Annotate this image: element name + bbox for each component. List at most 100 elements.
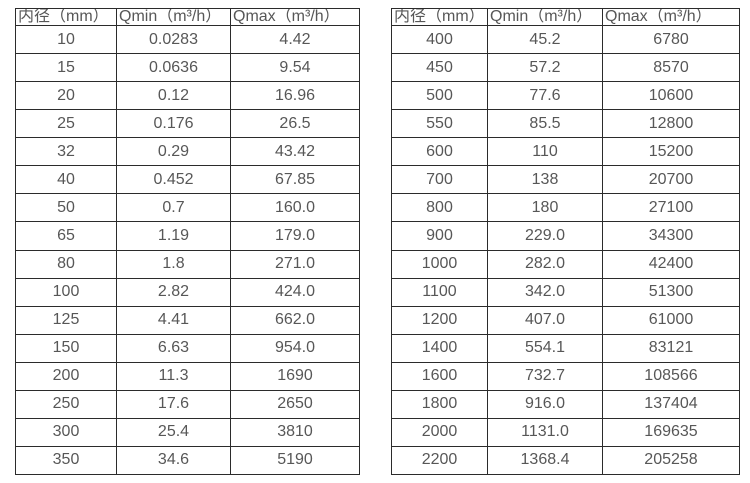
table-row: 300 25.4 3810 xyxy=(15,417,360,447)
flow-rate-tables-container: 内径（mm） Qmin（m³/h） Qmax（m³/h） 10 0.0283 4.42 1… xyxy=(15,8,740,476)
header-cell: Qmax（m³/h） xyxy=(230,8,360,26)
table-cell: 50 xyxy=(15,193,117,223)
table-row: 550 85.5 12800 xyxy=(391,109,740,139)
table-row: 250 17.6 2650 xyxy=(15,389,360,419)
table-cell: 10 xyxy=(15,24,117,55)
table-cell: 100 xyxy=(15,277,117,307)
table-cell: 350 xyxy=(15,445,117,476)
table-cell: 32 xyxy=(15,137,117,167)
header-row: 内径（mm） Qmin（m³/h） Qmax（m³/h） xyxy=(391,8,740,26)
table-cell: 1.8 xyxy=(116,249,231,279)
table-cell: 125 xyxy=(15,305,117,335)
table-cell: 1400 xyxy=(391,333,488,363)
table-cell: 0.12 xyxy=(116,81,231,111)
table-row: 1800 916.0 137404 xyxy=(391,389,740,419)
table-cell: 0.176 xyxy=(116,109,231,139)
table-cell: 1368.4 xyxy=(487,445,603,476)
table-row: 1200 407.0 61000 xyxy=(391,305,740,335)
table-cell: 180 xyxy=(487,193,603,223)
table-cell: 1600 xyxy=(391,361,488,391)
table-row: 10 0.0283 4.42 xyxy=(15,24,360,55)
header-cell: 内径（mm） xyxy=(15,8,117,26)
table-cell: 57.2 xyxy=(487,53,603,83)
table-cell: 229.0 xyxy=(487,221,603,251)
table-row: 15 0.0636 9.54 xyxy=(15,53,360,83)
table-cell: 34300 xyxy=(602,221,740,251)
table-cell: 0.0283 xyxy=(116,24,231,55)
table-cell: 17.6 xyxy=(116,389,231,419)
table-cell: 450 xyxy=(391,53,488,83)
table-cell: 500 xyxy=(391,81,488,111)
table-row: 1400 554.1 83121 xyxy=(391,333,740,363)
table-row: 600 110 15200 xyxy=(391,137,740,167)
header-cell: Qmax（m³/h） xyxy=(602,8,740,26)
table-row: 900 229.0 34300 xyxy=(391,221,740,251)
table-cell: 15200 xyxy=(602,137,740,167)
table-cell: 4.42 xyxy=(230,24,360,55)
header-cell: Qmin（m³/h） xyxy=(116,8,231,26)
table-cell: 954.0 xyxy=(230,333,360,363)
table-cell: 1000 xyxy=(391,249,488,279)
table-cell: 61000 xyxy=(602,305,740,335)
table-cell: 40 xyxy=(15,165,117,195)
table-cell: 271.0 xyxy=(230,249,360,279)
table-cell: 400 xyxy=(391,24,488,55)
table-cell: 250 xyxy=(15,389,117,419)
table-cell: 138 xyxy=(487,165,603,195)
table-cell: 110 xyxy=(487,137,603,167)
header-row: 内径（mm） Qmin（m³/h） Qmax（m³/h） xyxy=(15,8,360,26)
table-row: 100 2.82 424.0 xyxy=(15,277,360,307)
table-cell: 15 xyxy=(15,53,117,83)
table-cell: 80 xyxy=(15,249,117,279)
table-cell: 424.0 xyxy=(230,277,360,307)
table-row: 500 77.6 10600 xyxy=(391,81,740,111)
table-cell: 550 xyxy=(391,109,488,139)
table-row: 25 0.176 26.5 xyxy=(15,109,360,139)
table-row: 1000 282.0 42400 xyxy=(391,249,740,279)
table-cell: 25.4 xyxy=(116,417,231,447)
table-row: 800 180 27100 xyxy=(391,193,740,223)
table-cell: 1100 xyxy=(391,277,488,307)
table-cell: 16.96 xyxy=(230,81,360,111)
table-cell: 4.41 xyxy=(116,305,231,335)
header-cell: 内径（mm） xyxy=(391,8,488,26)
table-row: 65 1.19 179.0 xyxy=(15,221,360,251)
table-cell: 77.6 xyxy=(487,81,603,111)
table-row: 125 4.41 662.0 xyxy=(15,305,360,335)
table-row: 20 0.12 16.96 xyxy=(15,81,360,111)
table-cell: 150 xyxy=(15,333,117,363)
table-cell: 8570 xyxy=(602,53,740,83)
table-cell: 169635 xyxy=(602,417,740,447)
table-cell: 300 xyxy=(15,417,117,447)
table-cell: 137404 xyxy=(602,389,740,419)
table-cell: 662.0 xyxy=(230,305,360,335)
table-row: 50 0.7 160.0 xyxy=(15,193,360,223)
table-cell: 20700 xyxy=(602,165,740,195)
table-cell: 800 xyxy=(391,193,488,223)
table-row: 350 34.6 5190 xyxy=(15,445,360,476)
table-cell: 342.0 xyxy=(487,277,603,307)
table-cell: 700 xyxy=(391,165,488,195)
table-cell: 3810 xyxy=(230,417,360,447)
table-cell: 12800 xyxy=(602,109,740,139)
table-row: 700 138 20700 xyxy=(391,165,740,195)
table-cell: 2.82 xyxy=(116,277,231,307)
table-cell: 6.63 xyxy=(116,333,231,363)
table-cell: 205258 xyxy=(602,445,740,476)
table-cell: 43.42 xyxy=(230,137,360,167)
table-cell: 0.0636 xyxy=(116,53,231,83)
table-row: 150 6.63 954.0 xyxy=(15,333,360,363)
table-cell: 916.0 xyxy=(487,389,603,419)
table-row: 80 1.8 271.0 xyxy=(15,249,360,279)
table-cell: 65 xyxy=(15,221,117,251)
table-row: 1600 732.7 108566 xyxy=(391,361,740,391)
table-cell: 6780 xyxy=(602,24,740,55)
table-cell: 45.2 xyxy=(487,24,603,55)
table-cell: 160.0 xyxy=(230,193,360,223)
table-cell: 0.452 xyxy=(116,165,231,195)
table-cell: 51300 xyxy=(602,277,740,307)
table-cell: 554.1 xyxy=(487,333,603,363)
table-cell: 11.3 xyxy=(116,361,231,391)
table-cell: 200 xyxy=(15,361,117,391)
table-row: 32 0.29 43.42 xyxy=(15,137,360,167)
